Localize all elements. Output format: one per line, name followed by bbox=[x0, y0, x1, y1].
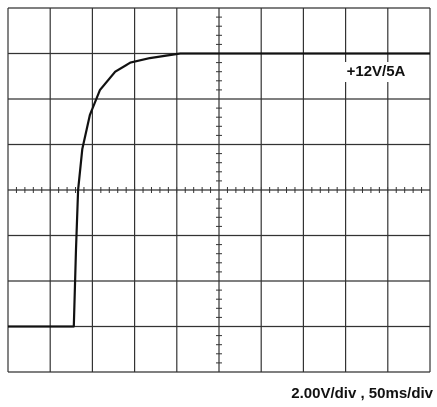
trace-layer bbox=[8, 52, 430, 328]
channel-label: +12V/5A bbox=[347, 63, 406, 80]
scale-caption: 2.00V/div , 50ms/div bbox=[291, 385, 433, 402]
label-backdrop bbox=[334, 62, 418, 82]
trace-line bbox=[8, 52, 430, 328]
